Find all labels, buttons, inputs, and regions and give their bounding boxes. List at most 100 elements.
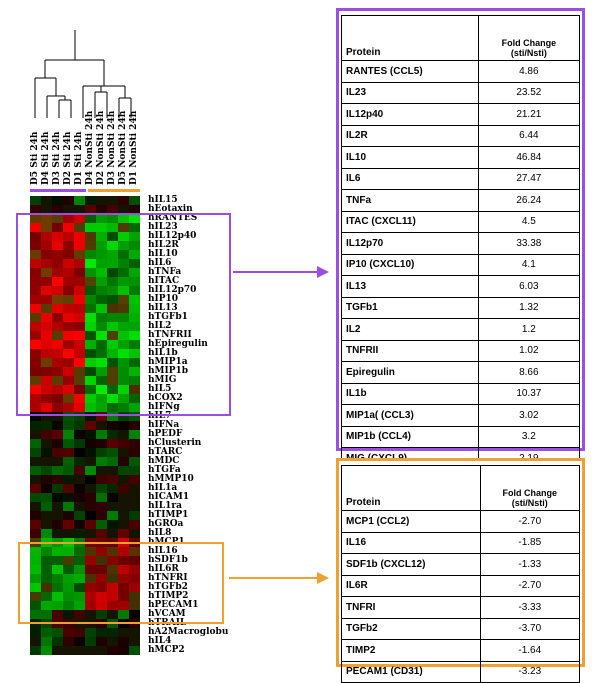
heatmap-cell (107, 349, 118, 358)
heatmap-cell (96, 493, 107, 502)
heatmap-cell (52, 376, 63, 385)
heatmap-cell (41, 295, 52, 304)
heatmap-cell (107, 295, 118, 304)
heatmap-row (30, 349, 140, 358)
table-row: MIP1a( (CCL3) 3.02 (341, 404, 581, 427)
heatmap-cell (52, 295, 63, 304)
heatmap-cell (63, 196, 74, 205)
heatmap-cell (63, 430, 74, 439)
heatmap-cell (118, 331, 129, 340)
heatmap-cell (30, 232, 41, 241)
heatmap-row (30, 502, 140, 511)
heatmap-cell (85, 322, 96, 331)
heatmap-row (30, 592, 140, 601)
heatmap-cell (74, 385, 85, 394)
protein-cell: Epiregulin (341, 361, 479, 384)
heatmap-cell (74, 376, 85, 385)
heatmap-cell (129, 340, 140, 349)
heatmap-cell (118, 502, 129, 511)
heatmap-row (30, 268, 140, 277)
heatmap-cell (107, 250, 118, 259)
heatmap-cell (41, 304, 52, 313)
protein-cell: SDF1b (CXCL12) (341, 553, 481, 576)
heatmap-cell (129, 583, 140, 592)
row-label: hTGFa (148, 465, 181, 475)
heatmap-cell (85, 196, 96, 205)
row-label: hMIP1a (148, 357, 188, 367)
heatmap-cell (63, 358, 74, 367)
fold-change-cell: 1.32 (477, 296, 581, 319)
heatmap-cell (52, 646, 63, 655)
heatmap-row (30, 556, 140, 565)
heatmap-cell (129, 358, 140, 367)
heatmap-cell (63, 223, 74, 232)
heatmap-cell (85, 376, 96, 385)
heatmap-cell (30, 574, 41, 583)
heatmap-cell (52, 457, 63, 466)
heatmap-cell (129, 385, 140, 394)
column-label: D1 Sti 24h (74, 131, 84, 185)
heatmap-cell (107, 520, 118, 529)
heatmap-cell (118, 583, 129, 592)
table-row: IL12p70 33.38 (341, 232, 581, 255)
heatmap-cell (74, 412, 85, 421)
row-label: hTNFa (148, 267, 182, 277)
heatmap-cell (129, 322, 140, 331)
heatmap-cell (85, 430, 96, 439)
heatmap-cell (85, 214, 96, 223)
heatmap-cell (129, 259, 140, 268)
heatmap-cell (74, 466, 85, 475)
heatmap-cell (63, 646, 74, 655)
heatmap-cell (107, 646, 118, 655)
heatmap-cell (52, 304, 63, 313)
heatmap-cell (30, 376, 41, 385)
heatmap-cell (52, 475, 63, 484)
row-label: hClusterin (148, 438, 202, 448)
heatmap-cell (96, 322, 107, 331)
heatmap-cell (52, 349, 63, 358)
heatmap-cell (107, 313, 118, 322)
row-label: hMMP10 (148, 474, 194, 484)
heatmap-cell (107, 376, 118, 385)
heatmap-cell (52, 565, 63, 574)
heatmap-cell (118, 412, 129, 421)
fold-change-cell: 21.21 (477, 103, 581, 126)
heatmap-cell (74, 637, 85, 646)
heatmap-cell (52, 277, 63, 286)
heatmap-cell (85, 583, 96, 592)
heatmap-cell (107, 565, 118, 574)
heatmap-cell (52, 259, 63, 268)
heatmap-cell (107, 412, 118, 421)
heatmap-cell (63, 322, 74, 331)
row-label: hTIMP1 (148, 510, 189, 520)
row-label: hIFNg (148, 402, 180, 412)
heatmap-row (30, 439, 140, 448)
heatmap-cell (30, 439, 41, 448)
row-label: hIL1b (148, 348, 178, 358)
heatmap-cell (85, 223, 96, 232)
heatmap-row (30, 565, 140, 574)
heatmap-cell (63, 421, 74, 430)
heatmap-cell (85, 268, 96, 277)
protein-cell: IL2R (341, 124, 479, 147)
heatmap-cell (30, 466, 41, 475)
heatmap-cell (74, 277, 85, 286)
protein-cell: TNFa (341, 189, 479, 212)
heatmap-cell (52, 340, 63, 349)
heatmap-cell (85, 277, 96, 286)
heatmap-cell (129, 484, 140, 493)
heatmap-cell (107, 223, 118, 232)
heatmap-cell (30, 592, 41, 601)
heatmap-cell (30, 313, 41, 322)
heatmap-cell (52, 520, 63, 529)
row-label: hIL12p70 (148, 285, 197, 295)
heatmap-cell (63, 259, 74, 268)
heatmap-cell (52, 574, 63, 583)
heatmap-row (30, 583, 140, 592)
heatmap-cell (52, 448, 63, 457)
heatmap-cell (52, 511, 63, 520)
heatmap-cell (41, 232, 52, 241)
heatmap-cell (118, 637, 129, 646)
heatmap-cell (118, 241, 129, 250)
heatmap-cell (129, 520, 140, 529)
